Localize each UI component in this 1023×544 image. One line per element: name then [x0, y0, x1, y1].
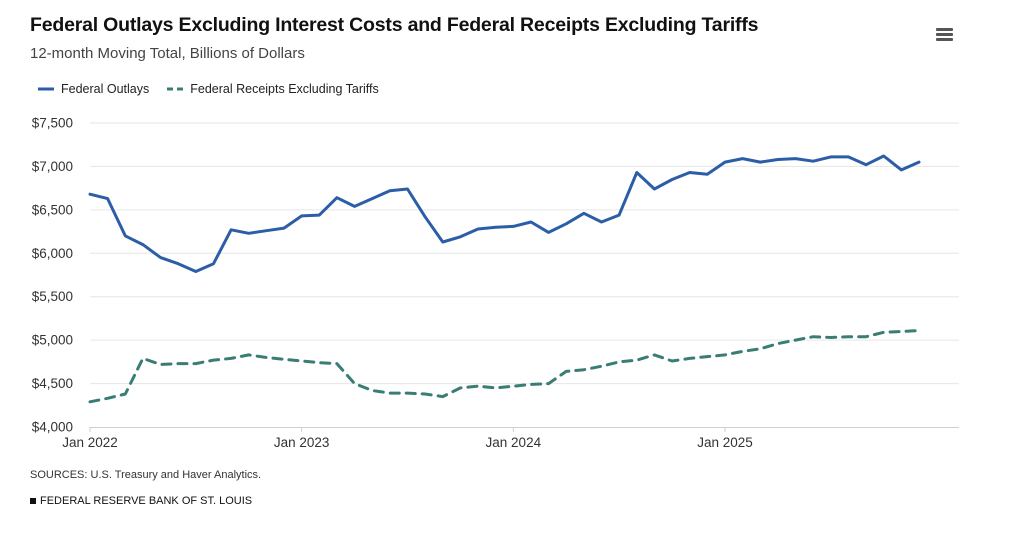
brand-name: FEDERAL RESERVE BANK OF ST. LOUIS	[40, 495, 253, 507]
x-tick-label: Jan 2024	[486, 435, 542, 450]
y-tick-label: $4,500	[32, 376, 73, 391]
series-line-federal-receipts	[88, 329, 921, 404]
series-line-federal-outlays	[88, 154, 921, 273]
y-tick-label: $7,500	[32, 116, 73, 131]
y-tick-label: $7,000	[32, 159, 73, 174]
chart-legend: Federal Outlays Federal Receipts Excludi…	[38, 82, 397, 96]
brand-square-icon	[30, 498, 36, 504]
legend-dash-swatch	[167, 87, 184, 91]
x-tick-label: Jan 2022	[62, 435, 118, 450]
y-tick-label: $6,000	[32, 246, 73, 261]
legend-item-outlays[interactable]: Federal Outlays	[38, 82, 149, 96]
y-tick-label: $4,000	[32, 420, 73, 435]
legend-item-receipts[interactable]: Federal Receipts Excluding Tariffs	[167, 82, 379, 96]
y-tick-label: $5,000	[32, 333, 73, 348]
legend-label-receipts: Federal Receipts Excluding Tariffs	[190, 82, 379, 96]
chart-subtitle: 12-month Moving Total, Billions of Dolla…	[30, 45, 305, 62]
chart-title: Federal Outlays Excluding Interest Costs…	[30, 14, 759, 36]
hamburger-menu-icon[interactable]	[934, 25, 956, 43]
x-tick-label: Jan 2023	[274, 435, 330, 450]
legend-line-swatch	[38, 87, 54, 91]
y-tick-label: $5,500	[32, 289, 73, 304]
legend-label-outlays: Federal Outlays	[61, 82, 150, 96]
x-tick-label: Jan 2025	[697, 435, 753, 450]
sources-note: SOURCES: U.S. Treasury and Haver Analyti…	[30, 469, 262, 481]
brand-footer: FEDERAL RESERVE BANK OF ST. LOUIS	[30, 495, 252, 507]
y-tick-label: $6,500	[32, 202, 73, 217]
